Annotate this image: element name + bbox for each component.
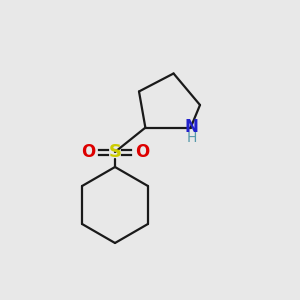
Text: S: S (109, 143, 122, 161)
Text: O: O (135, 143, 149, 161)
Text: H: H (186, 130, 197, 145)
Text: N: N (185, 118, 199, 136)
Text: O: O (81, 143, 95, 161)
